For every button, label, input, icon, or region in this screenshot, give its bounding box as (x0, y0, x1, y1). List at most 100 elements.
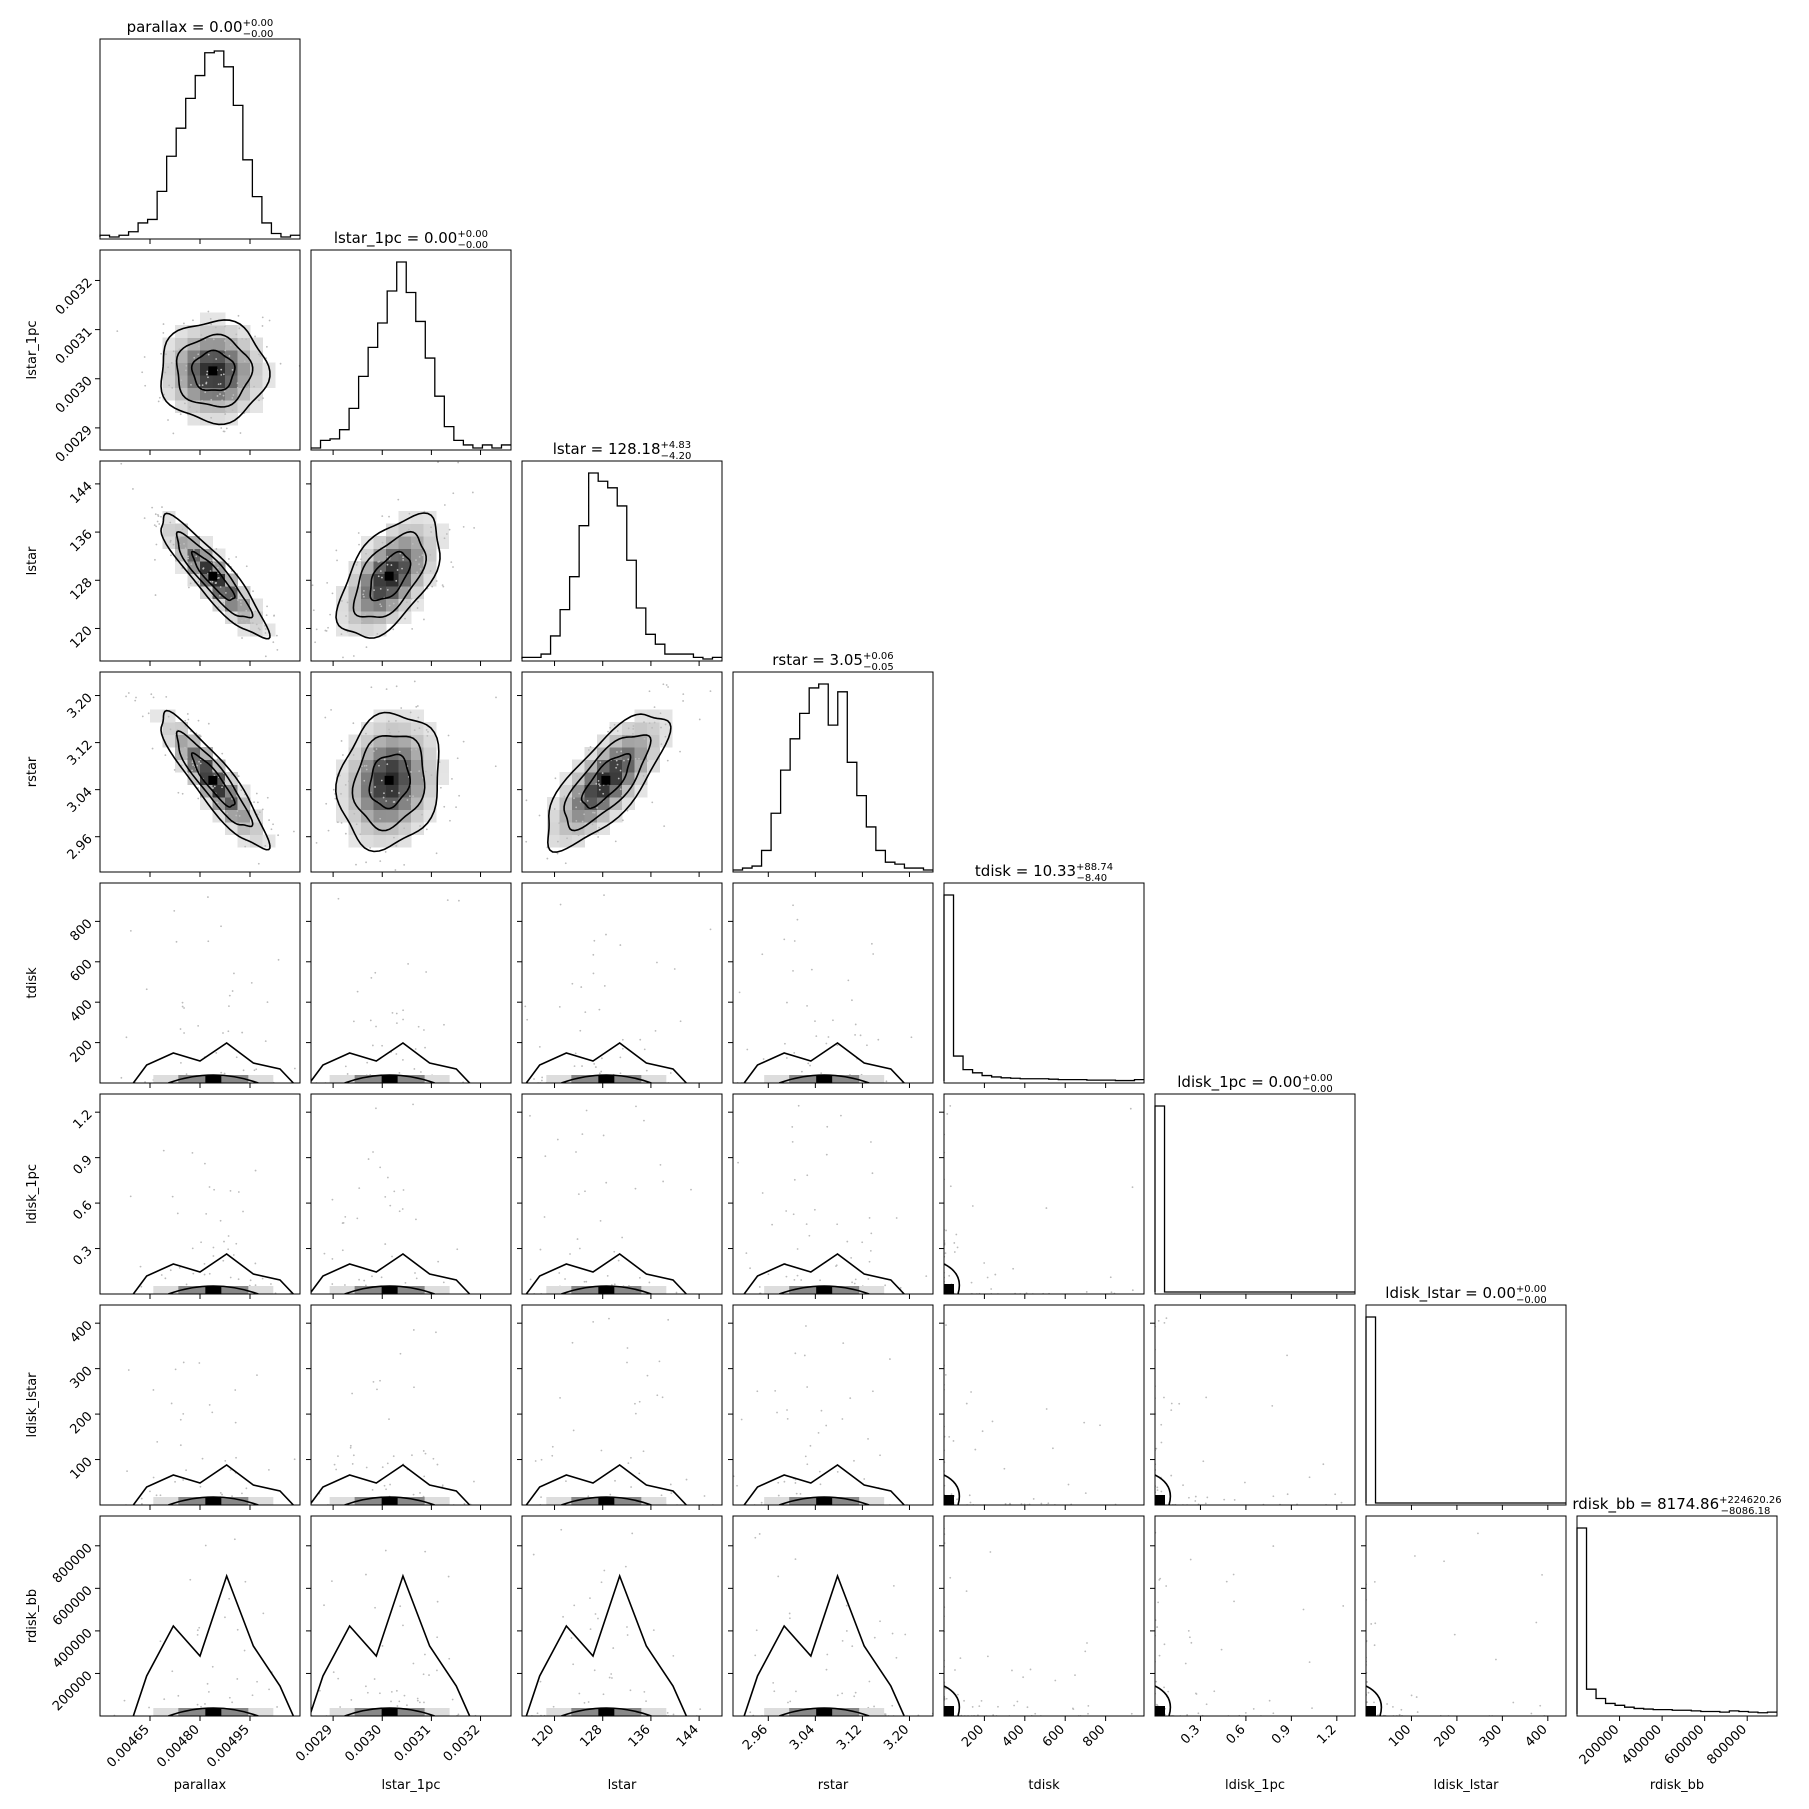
axes-frame (521, 1093, 723, 1295)
ylabel-tdisk: tdisk (25, 967, 40, 999)
ytick-label-ldisk_1pc: 0.9 (70, 1153, 95, 1178)
axes-frame (1365, 1304, 1567, 1506)
scatter-panel-rstar-ldisk_1pc (728, 1093, 934, 1299)
ytick-label-tdisk: 200 (67, 1038, 95, 1066)
density-parallax-tdisk (120, 896, 296, 1083)
hist-panel-rstar: rstar = 3.05+0.06 −0.05 (732, 651, 934, 877)
density-tdisk-ldisk_lstar (944, 1324, 1117, 1505)
ytick-label-lstar_1pc: 0.0029 (53, 423, 96, 466)
axes-frame (99, 1515, 301, 1717)
xtick-label-rstar: 3.04 (787, 1722, 818, 1753)
histogram-ldisk_lstar (1365, 1316, 1566, 1504)
scatter-panel-ldisk_lstar-rdisk_bb: 100 200 300 400 (1361, 1515, 1567, 1750)
xtick-label-rstar: 2.96 (740, 1722, 771, 1753)
xtick-label-lstar: 120 (529, 1722, 557, 1750)
axes-frame (732, 1093, 934, 1295)
axes-frame (1365, 1515, 1567, 1717)
xtick-label-ldisk_lstar: 200 (1432, 1722, 1460, 1750)
scatter-panel-rstar-rdisk_bb: 2.96 3.04 3.12 3.20 (728, 1515, 934, 1753)
ytick-label-ldisk_lstar: 100 (67, 1455, 95, 1483)
xtick-label-rstar: 3.12 (834, 1722, 865, 1753)
ylabel-rdisk_bb: rdisk_bb (25, 1589, 40, 1643)
ytick-label-rdisk_bb: 800000 (50, 1541, 96, 1587)
axes-frame (943, 1304, 1145, 1506)
xlabel-ldisk_1pc: ldisk_1pc (1225, 1778, 1285, 1793)
hist-panel-tdisk: tdisk = 10.33+88.74 −8.40 (943, 862, 1145, 1088)
density-lstar-tdisk (524, 894, 712, 1083)
xtick-label-parallax: 0.00495 (204, 1722, 253, 1771)
hist-panel-ldisk_lstar: ldisk_lstar = 0.00+0.00 −0.00 (1365, 1284, 1567, 1510)
axes-frame (99, 882, 301, 1084)
scatter-panel-lstar-tdisk (517, 882, 723, 1088)
density-ldisk_1pc-rdisk_bb (1155, 1531, 1345, 1716)
axes-frame (1154, 1093, 1356, 1295)
xtick-label-rstar: 3.20 (881, 1722, 912, 1753)
ytick-label-lstar_1pc: 0.0030 (53, 374, 96, 417)
density-ldisk_1pc-ldisk_lstar (1155, 1317, 1343, 1505)
xtick-label-lstar: 128 (577, 1722, 605, 1750)
title-ldisk_lstar: ldisk_lstar = 0.00+0.00 −0.00 (1385, 1284, 1546, 1306)
scatter-panel-lstar-rdisk_bb: 120 128 136 144 (517, 1515, 723, 1750)
axes-frame (732, 1304, 934, 1506)
scatter-panel-parallax-rdisk_bb: 0.00465 0.00480 0.00495 2000004000006000008… (50, 1515, 301, 1771)
xlabel-lstar: lstar (608, 1778, 637, 1793)
density-rstar-tdisk (736, 904, 913, 1083)
xtick-label-parallax: 0.00465 (104, 1722, 153, 1771)
xlabel-lstar_1pc: lstar_1pc (382, 1778, 441, 1793)
ytick-label-ldisk_1pc: 0.3 (70, 1244, 95, 1269)
scatter-panel-parallax-lstar: 120 128 136 144 (67, 460, 301, 666)
density-parallax-rstar (125, 692, 295, 865)
xtick-label-lstar_1pc: 0.0030 (342, 1722, 385, 1765)
density-lstar_1pc-rdisk_bb (311, 1549, 477, 1716)
xtick-label-lstar: 144 (674, 1722, 702, 1750)
scatter-panel-parallax-ldisk_lstar: 100 200 300 400 (67, 1304, 301, 1510)
xtick-label-lstar_1pc: 0.0032 (441, 1722, 484, 1765)
density-parallax-rdisk_bb (113, 1538, 295, 1716)
axes-frame (521, 1304, 723, 1506)
scatter-panel-parallax-ldisk_1pc: 0.3 0.6 0.9 1.2 (70, 1093, 301, 1299)
xtick-label-ldisk_lstar: 400 (1522, 1722, 1550, 1750)
scatter-panel-ldisk_1pc-ldisk_lstar (1150, 1304, 1356, 1510)
xlabel-rdisk_bb: rdisk_bb (1650, 1778, 1704, 1793)
title-rstar: rstar = 3.05+0.06 −0.05 (772, 651, 894, 673)
axes-frame (310, 882, 512, 1084)
axes-frame (943, 1515, 1145, 1717)
axes-frame (1154, 1304, 1356, 1506)
ytick-label-lstar: 144 (67, 479, 95, 507)
ytick-label-rstar: 3.20 (65, 691, 96, 722)
density-lstar-rstar (525, 683, 712, 865)
axes-frame (521, 1515, 723, 1717)
density-ldisk_lstar-rdisk_bb (1366, 1532, 1546, 1716)
axes-frame (99, 1304, 301, 1506)
xtick-label-lstar_1pc: 0.0031 (391, 1722, 434, 1765)
histogram-lstar (521, 472, 722, 660)
axes-frame (310, 1515, 512, 1717)
axes-frame (310, 1093, 512, 1295)
axes-frame (521, 460, 723, 662)
title-lstar: lstar = 128.18+4.83 −4.20 (553, 440, 692, 462)
xtick-label-rdisk_bb: 600000 (1662, 1722, 1708, 1768)
scatter-panel-lstar_1pc-ldisk_1pc (306, 1093, 512, 1299)
density-parallax-ldisk_1pc (129, 1149, 294, 1294)
hist-panel-ldisk_1pc: ldisk_1pc = 0.00+0.00 −0.00 (1154, 1073, 1356, 1299)
density-lstar_1pc-ldisk_1pc (311, 1103, 471, 1294)
ytick-label-rstar: 3.04 (65, 785, 96, 816)
axes-frame (943, 882, 1145, 1084)
xtick-label-tdisk: 600 (1040, 1722, 1068, 1750)
xlabel-parallax: parallax (174, 1778, 227, 1793)
axes-frame (99, 38, 301, 240)
ylabel-lstar_1pc: lstar_1pc (25, 321, 40, 380)
scatter-panel-lstar_1pc-rdisk_bb: 0.0029 0.0030 0.0031 0.0032 (293, 1515, 512, 1765)
density-parallax-ldisk_lstar (125, 1361, 296, 1505)
xtick-label-parallax: 0.00480 (154, 1722, 203, 1771)
ytick-label-tdisk: 400 (67, 997, 95, 1025)
axes-frame (1576, 1515, 1778, 1717)
xtick-label-ldisk_1pc: 0.3 (1178, 1722, 1203, 1747)
scatter-panel-parallax-lstar_1pc: 0.0029 0.0030 0.0031 0.0032 (53, 249, 301, 466)
axes-frame (732, 882, 934, 1084)
density-rstar-ldisk_1pc (737, 1104, 928, 1294)
scatter-panel-parallax-tdisk: 200 400 600 800 (67, 882, 301, 1088)
ytick-label-rstar: 2.96 (65, 832, 96, 863)
scatter-panel-parallax-rstar: 2.96 3.04 3.12 3.20 (65, 671, 301, 877)
